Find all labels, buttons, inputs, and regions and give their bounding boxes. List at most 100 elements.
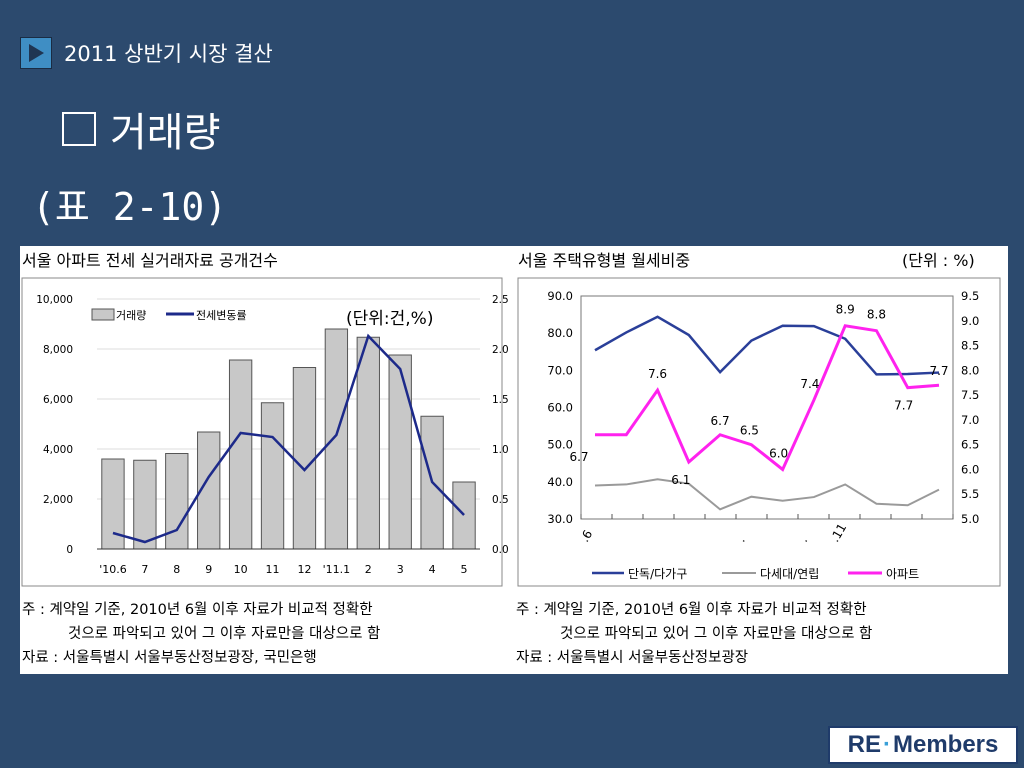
legend-line-label: 전세변동률 <box>196 309 247 322</box>
right-data-label: 8.9 <box>836 303 855 317</box>
right-unit-note: (단위 : %) <box>902 251 975 270</box>
left-x-tick-label: 5 <box>461 563 468 576</box>
right-y-tick-label: 70.0 <box>547 363 573 377</box>
left-note-2: 것으로 파악되고 있어 그 이후 자료만을 대상으로 함 <box>68 625 380 642</box>
left-y2-tick-label: 1.5 <box>492 394 509 406</box>
series-apartment-line <box>595 324 940 472</box>
series-multiplex-line <box>594 478 940 511</box>
left-y2-tick-label: 0.5 <box>492 494 509 506</box>
left-bar <box>388 354 412 550</box>
right-source: 자료 : 서울특별시 서울부동산정보광장 <box>516 649 748 666</box>
right-data-labels: 6.7 7.6 6.1 6.7 6.5 6.0 7.4 8.9 8.8 7.7 7.7 <box>569 303 948 487</box>
left-y-tick-label: 4,000 <box>43 444 73 456</box>
left-bar <box>356 336 380 550</box>
left-bar <box>165 453 189 550</box>
table-reference: (표 2-10) <box>32 185 228 229</box>
right-data-label: 7.4 <box>800 377 819 391</box>
left-x-tick-label: 2 <box>365 563 372 576</box>
right-y-tick-label: 50.0 <box>547 438 573 452</box>
left-bar <box>260 402 285 550</box>
left-y2-axis: 2.5 2.0 1.5 1.0 0.5 0.0 <box>492 294 509 556</box>
slide-title: 거래량 <box>62 100 220 158</box>
left-y-tick-label: 6,000 <box>43 394 73 406</box>
series-detached-line <box>594 315 940 376</box>
left-x-tick-label: 9 <box>205 563 212 576</box>
legend-bar-swatch <box>91 308 115 321</box>
right-x-tick-label: . <box>796 534 810 544</box>
right-y2-tick-label: 9.0 <box>961 314 979 328</box>
slide-header: 2011 상반기 시장 결산 <box>20 36 273 70</box>
left-bar <box>228 359 253 550</box>
right-y2-axis: 9.5 9.0 8.5 8.0 7.5 7.0 6.5 6.0 5.5 5.0 <box>961 289 979 526</box>
left-x-tick-label: 11 <box>266 563 280 576</box>
legend-bar-label: 거래량 <box>116 309 146 322</box>
right-y2-tick-label: 6.5 <box>961 438 979 452</box>
right-y-tick-label: 60.0 <box>547 401 573 415</box>
right-chart-frame <box>517 277 1001 587</box>
left-y-tick-label: 10,000 <box>36 294 73 306</box>
right-y2-tick-label: 6.0 <box>961 462 979 476</box>
chart-panel: 서울 아파트 전세 실거래자료 공개건수 10,000 8,000 6,000 4,0… <box>20 246 1008 674</box>
left-x-tick-label: '11.1 <box>323 563 351 576</box>
left-bar <box>292 367 317 550</box>
right-data-label: 6.7 <box>569 450 588 464</box>
legend-multiplex-label: 다세대/연립 <box>760 567 819 581</box>
right-x-tickmarks <box>580 514 954 519</box>
right-y-tick-label: 40.0 <box>547 475 573 489</box>
right-data-label: 6.0 <box>769 446 788 460</box>
right-note-1: 주 : 계약일 기준, 2010년 6월 이후 자료가 비교적 정확한 <box>516 601 867 618</box>
right-y2-tick-label: 7.5 <box>961 388 979 402</box>
left-chart-title: 서울 아파트 전세 실거래자료 공개건수 <box>22 251 278 270</box>
left-x-tick-label: 8 <box>173 563 180 576</box>
left-note-1: 주 : 계약일 기준, 2010년 6월 이후 자료가 비교적 정확한 <box>22 601 373 618</box>
left-x-tick-label: 3 <box>397 563 404 576</box>
left-bar <box>452 481 476 550</box>
left-y-tick-label: 0 <box>66 544 73 556</box>
left-y2-tick-label: 1.0 <box>492 444 509 456</box>
right-y2-tick-label: 5.5 <box>961 487 979 501</box>
left-x-tick-label: 10 <box>234 563 248 576</box>
right-data-label: 7.7 <box>929 364 948 378</box>
left-unit-note: (단위:건,%) <box>346 309 433 329</box>
right-data-label: 8.8 <box>867 308 886 322</box>
left-y2-tick-label: 2.0 <box>492 344 509 356</box>
left-bar <box>133 459 157 550</box>
right-data-label: 6.5 <box>740 424 759 438</box>
legend-apartment-label: 아파트 <box>886 567 919 581</box>
left-y2-tick-label: 2.5 <box>492 294 509 306</box>
right-y-tick-label: 30.0 <box>547 512 573 526</box>
right-y-tick-label: 80.0 <box>547 326 573 340</box>
left-x-tick-label: 4 <box>429 563 436 576</box>
left-source: 자료 : 서울특별시 서울부동산정보광장, 국민은행 <box>22 649 317 666</box>
logo-right: Members <box>892 731 999 758</box>
left-y-tick-label: 2,000 <box>43 494 73 506</box>
right-y-tick-label: 90.0 <box>547 289 573 303</box>
right-data-label: 6.1 <box>671 473 690 487</box>
left-x-tick-label: 7 <box>141 563 148 576</box>
left-y-tick-label: 8,000 <box>43 344 73 356</box>
play-triangle-icon <box>20 37 52 69</box>
right-data-label: 6.7 <box>711 414 730 428</box>
header-text: 2011 상반기 시장 결산 <box>64 42 273 66</box>
left-bars <box>97 328 480 550</box>
empty-square-icon <box>62 112 96 146</box>
left-y-axis: 10,000 8,000 6,000 4,000 2,000 0 <box>36 294 73 556</box>
right-data-label: 7.7 <box>894 399 913 413</box>
right-y2-tick-label: 8.0 <box>961 363 979 377</box>
title-text: 거래량 <box>110 110 221 156</box>
right-y2-tick-label: 8.5 <box>961 339 979 353</box>
right-y2-tick-label: 7.0 <box>961 413 979 427</box>
charts-svg: 서울 아파트 전세 실거래자료 공개건수 10,000 8,000 6,000 4,0… <box>21 251 1001 666</box>
left-bar <box>324 328 349 550</box>
left-x-axis: '10.6 7 8 9 10 11 12 '11.1 2 3 4 5 <box>99 563 467 576</box>
legend-detached-label: 단독/다가구 <box>628 567 687 581</box>
left-x-tick-label: '10.6 <box>99 563 127 576</box>
left-gridlines <box>97 298 480 500</box>
left-rate-line <box>112 333 465 544</box>
logo-left: RE <box>847 731 881 758</box>
left-y2-tick-label: 0.0 <box>492 544 509 556</box>
right-data-label: 7.6 <box>648 367 667 381</box>
right-y2-tick-label: 9.5 <box>961 289 979 303</box>
right-y-axis: 90.0 80.0 70.0 60.0 50.0 40.0 30.0 <box>547 289 573 526</box>
right-chart-title: 서울 주택유형별 월세비중 <box>518 251 690 270</box>
